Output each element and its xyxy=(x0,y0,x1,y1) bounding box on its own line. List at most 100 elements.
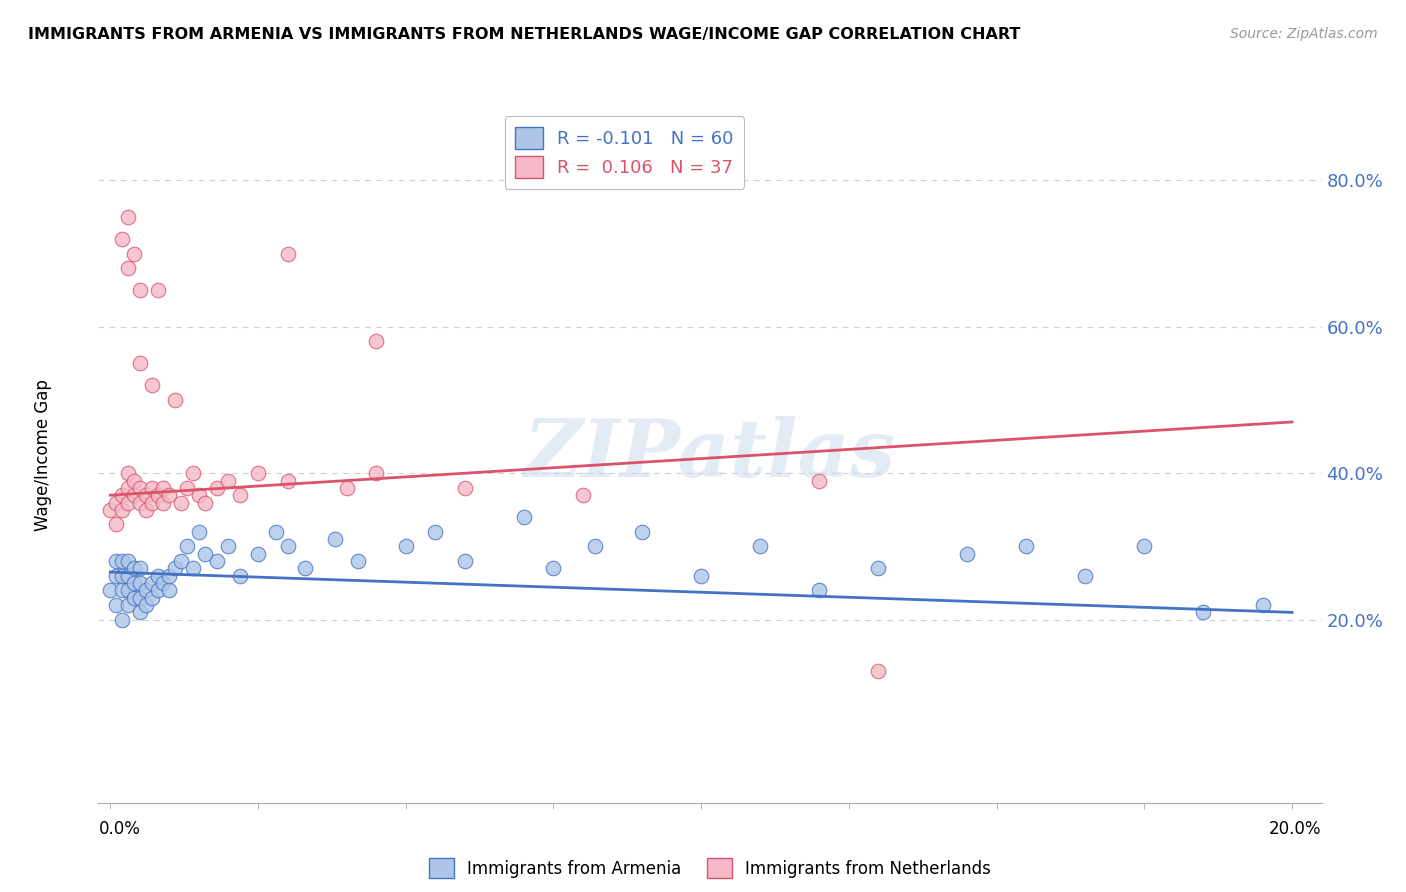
Point xyxy=(146,568,169,582)
Point xyxy=(181,467,204,481)
Point xyxy=(128,356,150,370)
Point xyxy=(117,210,139,224)
Point xyxy=(276,246,298,260)
Point xyxy=(808,474,831,488)
Point xyxy=(128,561,150,575)
Point xyxy=(229,488,252,502)
Point xyxy=(111,488,134,502)
Point xyxy=(111,568,134,582)
Point xyxy=(128,591,150,605)
Point xyxy=(194,547,217,561)
Point xyxy=(105,598,128,612)
Point xyxy=(111,554,134,568)
Point xyxy=(98,583,121,598)
Point xyxy=(165,561,187,575)
Point xyxy=(1133,540,1156,554)
Point xyxy=(543,561,565,575)
Point xyxy=(128,481,150,495)
Point xyxy=(105,568,128,582)
Point xyxy=(425,524,447,539)
Point xyxy=(513,510,536,524)
Point xyxy=(336,481,359,495)
Point xyxy=(141,591,163,605)
Point xyxy=(128,576,150,591)
Point xyxy=(146,283,169,297)
Point xyxy=(105,495,128,509)
Point xyxy=(111,232,134,246)
Point xyxy=(152,576,174,591)
Point xyxy=(128,495,150,509)
Point xyxy=(176,540,198,554)
Point xyxy=(205,481,228,495)
Text: ZIPatlas: ZIPatlas xyxy=(524,417,896,493)
Point xyxy=(98,503,121,517)
Point xyxy=(141,378,163,392)
Point xyxy=(246,467,269,481)
Point xyxy=(217,474,239,488)
Point xyxy=(141,576,163,591)
Point xyxy=(122,474,145,488)
Point xyxy=(1192,606,1215,620)
Point xyxy=(122,488,145,502)
Point xyxy=(105,517,128,532)
Point xyxy=(294,561,316,575)
Text: 20.0%: 20.0% xyxy=(1270,820,1322,838)
Point xyxy=(366,467,388,481)
Point xyxy=(117,467,139,481)
Point xyxy=(111,583,134,598)
Point xyxy=(246,547,269,561)
Point xyxy=(454,481,477,495)
Point xyxy=(1015,540,1038,554)
Point xyxy=(631,524,654,539)
Point xyxy=(187,488,209,502)
Point xyxy=(366,334,388,349)
Point xyxy=(105,554,128,568)
Point xyxy=(956,547,979,561)
Point xyxy=(187,524,209,539)
Point xyxy=(135,503,157,517)
Point xyxy=(157,583,180,598)
Point xyxy=(117,495,139,509)
Point xyxy=(229,568,252,582)
Text: 0.0%: 0.0% xyxy=(98,820,141,838)
Point xyxy=(152,495,174,509)
Point xyxy=(181,561,204,575)
Point xyxy=(205,554,228,568)
Point xyxy=(122,591,145,605)
Point xyxy=(146,583,169,598)
Point xyxy=(117,598,139,612)
Legend: Immigrants from Armenia, Immigrants from Netherlands: Immigrants from Armenia, Immigrants from… xyxy=(422,851,998,885)
Point xyxy=(152,481,174,495)
Point xyxy=(454,554,477,568)
Point xyxy=(128,606,150,620)
Point xyxy=(111,613,134,627)
Point xyxy=(347,554,370,568)
Point xyxy=(749,540,772,554)
Point xyxy=(135,583,157,598)
Point xyxy=(141,495,163,509)
Point xyxy=(276,540,298,554)
Point xyxy=(1251,598,1274,612)
Point xyxy=(117,554,139,568)
Point xyxy=(122,561,145,575)
Point xyxy=(122,576,145,591)
Text: Wage/Income Gap: Wage/Income Gap xyxy=(34,379,52,531)
Point xyxy=(165,392,187,407)
Point xyxy=(808,583,831,598)
Point xyxy=(395,540,418,554)
Point xyxy=(117,583,139,598)
Point xyxy=(264,524,287,539)
Point xyxy=(135,598,157,612)
Point xyxy=(135,488,157,502)
Point xyxy=(170,495,193,509)
Point xyxy=(690,568,713,582)
Point xyxy=(117,261,139,276)
Text: Source: ZipAtlas.com: Source: ZipAtlas.com xyxy=(1230,27,1378,41)
Point xyxy=(176,481,198,495)
Point xyxy=(583,540,606,554)
Point xyxy=(122,246,145,260)
Point xyxy=(111,503,134,517)
Point xyxy=(117,481,139,495)
Point xyxy=(146,488,169,502)
Point xyxy=(117,568,139,582)
